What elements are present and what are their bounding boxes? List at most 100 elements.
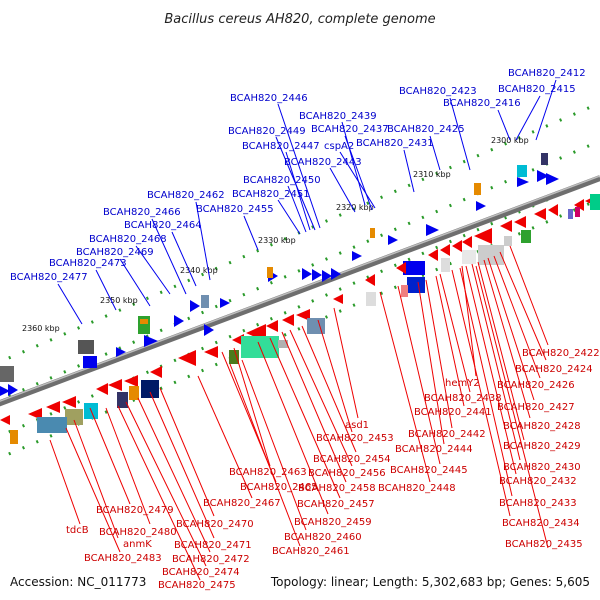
gene-label[interactable]: BCAH820_2470 — [176, 519, 254, 530]
gene-label[interactable]: BCAH820_2456 — [308, 468, 386, 479]
gene-label[interactable]: BCAH820_2449 — [228, 126, 306, 137]
gene-label[interactable]: BCAH820_2457 — [297, 499, 375, 510]
gene-label[interactable]: BCAH820_2477 — [10, 272, 88, 283]
gene-label[interactable]: BCAH820_2454 — [313, 454, 391, 465]
gene-label[interactable]: BCAH820_2435 — [505, 539, 583, 550]
forward-labels: BCAH820_2412 BCAH820_2415 BCAH820_2416 B… — [10, 68, 586, 283]
leader-line — [105, 407, 151, 525]
leader-line — [341, 121, 366, 206]
leader-line — [171, 231, 197, 287]
gene-label[interactable]: BCAH820_2416 — [443, 98, 521, 109]
gene-label[interactable]: BCAH820_2415 — [498, 84, 576, 95]
feature-block — [37, 417, 67, 433]
feature-block — [541, 153, 548, 165]
gene-label[interactable]: BCAH820_2450 — [243, 175, 321, 186]
forward-leaders — [57, 79, 557, 325]
gene-label[interactable]: BCAH820_2442 — [408, 429, 486, 440]
gene-label[interactable]: BCAH820_2443 — [284, 157, 362, 168]
gene-label[interactable]: BCAH820_2483 — [84, 553, 162, 564]
gene-label[interactable]: BCAH820_2466 — [103, 207, 181, 218]
gene-label[interactable]: BCAH820_2424 — [515, 364, 593, 375]
gene-label[interactable]: BCAH820_2465 — [240, 482, 318, 493]
feature-block — [575, 207, 580, 217]
leader-line — [339, 151, 376, 209]
gene-arrow — [462, 236, 472, 248]
gene-label[interactable]: BCAH820_2472 — [172, 554, 250, 565]
gene-label[interactable]: BCAH820_2444 — [395, 444, 473, 455]
gene-label[interactable]: anmK — [123, 539, 152, 550]
feature-block — [307, 318, 325, 334]
feature-block — [441, 258, 450, 272]
gene-arrow — [474, 228, 492, 244]
gene-label[interactable]: BCAH820_2429 — [503, 441, 581, 452]
gene-label[interactable]: BCAH820_2473 — [49, 258, 127, 269]
gene-label[interactable]: BCAH820_2427 — [497, 402, 575, 413]
accession-label: Accession: NC_011773 — [10, 575, 146, 589]
gene-label[interactable]: BCAH820_2426 — [497, 380, 575, 391]
forward-genes — [0, 170, 559, 396]
leader-line — [241, 359, 307, 531]
gene-label[interactable]: BCAH820_2412 — [508, 68, 586, 79]
gene-label[interactable]: BCAH820_2462 — [147, 190, 225, 201]
leader-line — [477, 261, 525, 441]
gene-label[interactable]: BCAH820_2468 — [89, 234, 167, 245]
gene-label[interactable]: BCAH820_2453 — [316, 433, 394, 444]
gene-label[interactable]: BCAH820_2448 — [378, 483, 456, 494]
gene-label[interactable]: BCAH820_2463 — [229, 467, 307, 478]
leader-line — [117, 405, 201, 581]
gene-arrow — [365, 274, 375, 286]
gene-label[interactable]: BCAH820_2433 — [499, 498, 577, 509]
gene-label[interactable]: BCAH820_2479 — [96, 505, 174, 516]
leader-line — [151, 218, 187, 295]
leader-line — [465, 265, 517, 475]
gene-label[interactable]: BCAH820_2425 — [387, 124, 465, 135]
feature-block — [78, 340, 94, 354]
gene-label[interactable]: BCAH820_2432 — [499, 476, 577, 487]
gene-label[interactable]: BCAH820_2451 — [232, 189, 310, 200]
gene-label[interactable]: BCAH820_2430 — [503, 462, 581, 473]
gene-label[interactable]: BCAH820_2460 — [284, 532, 362, 543]
gene-label[interactable]: BCAH820_2422 — [522, 348, 600, 359]
gene-arrow — [190, 300, 200, 312]
leader-line — [497, 109, 511, 141]
gene-label[interactable]: tdcB — [66, 525, 89, 536]
gene-label[interactable]: BCAH820_2434 — [502, 518, 580, 529]
gene-label[interactable]: BCAH820_2458 — [298, 483, 376, 494]
leader-line — [119, 258, 151, 307]
gene-label[interactable]: BCAH820_2446 — [230, 93, 308, 104]
gene-label[interactable]: BCAH820_2455 — [196, 204, 274, 215]
gene-label[interactable]: cspA2 — [324, 141, 354, 152]
gene-label[interactable]: BCAH820_2423 — [399, 86, 477, 97]
gene-label[interactable]: BCAH820_2475 — [158, 580, 236, 591]
gene-label[interactable]: BCAH820_2445 — [390, 465, 468, 476]
gene-label[interactable]: BCAH820_2441 — [414, 407, 492, 418]
gene-arrow — [517, 177, 529, 187]
gene-label[interactable]: BCAH820_2469 — [76, 247, 154, 258]
tick-label: 2340 kbp — [180, 266, 218, 275]
gene-label[interactable]: BCAH820_2467 — [203, 498, 281, 509]
feature-block — [366, 292, 376, 306]
gene-label[interactable]: hemY2 — [445, 378, 480, 389]
gene-label[interactable]: BCAH820_2447 — [242, 141, 320, 152]
gene-arrow — [440, 244, 450, 256]
feature-block — [504, 236, 512, 246]
gene-label[interactable]: BCAH820_2438 — [424, 393, 502, 404]
gene-label[interactable]: asd1 — [345, 420, 369, 431]
gene-label[interactable]: BCAH820_2459 — [294, 517, 372, 528]
gene-label[interactable]: BCAH820_2471 — [174, 540, 252, 551]
gene-arrow — [534, 208, 546, 220]
gene-label[interactable]: BCAH820_2437 — [311, 124, 389, 135]
gene-arrow — [282, 314, 294, 326]
gene-label[interactable]: BCAH820_2439 — [299, 111, 377, 122]
gene-label[interactable]: BCAH820_2431 — [356, 138, 434, 149]
gene-label[interactable]: BCAH820_2461 — [272, 546, 350, 557]
gene-label[interactable]: BCAH820_2480 — [99, 527, 177, 538]
feature-block — [401, 285, 408, 297]
gene-label[interactable]: BCAH820_2474 — [162, 567, 240, 578]
gene-label[interactable]: BCAH820_2464 — [124, 220, 202, 231]
leader-line — [301, 325, 357, 453]
gene-arrow — [500, 220, 512, 232]
gene-label[interactable]: BCAH820_2428 — [503, 421, 581, 432]
gene-block — [403, 261, 425, 275]
